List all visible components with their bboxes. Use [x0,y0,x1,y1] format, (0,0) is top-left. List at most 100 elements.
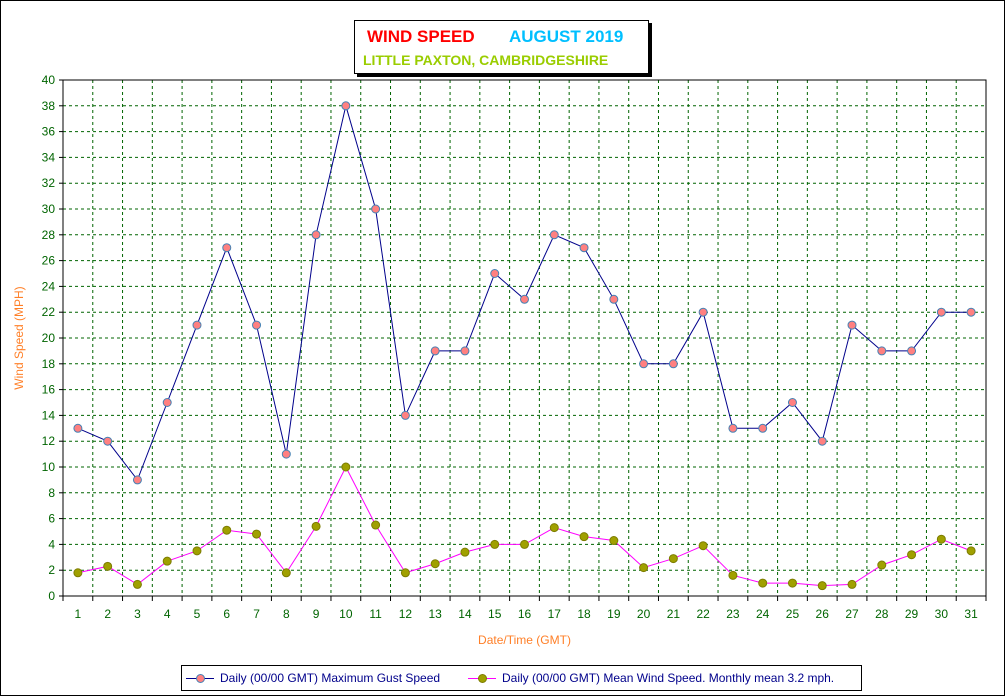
x-tick-label: 21 [667,607,681,621]
data-point-mean [222,525,232,535]
legend-swatch-gust [186,672,214,684]
data-point-gust [907,346,917,356]
data-point-gust [371,204,381,214]
data-point-mean [162,556,172,566]
x-tick-label: 15 [488,607,502,621]
x-tick-label: 11 [369,607,382,621]
data-point-gust [311,230,321,240]
y-tick-label: 24 [42,279,56,293]
data-point-gust [966,307,976,317]
data-point-mean [847,579,857,589]
x-tick-label: 4 [164,607,171,621]
data-point-mean [252,529,262,539]
y-tick-label: 28 [42,228,56,242]
data-point-gust [728,423,738,433]
plot-border [62,79,987,597]
x-tick-label: 3 [134,607,141,621]
y-tick-label: 34 [42,150,56,164]
data-point-gust [281,449,291,459]
y-tick-label: 6 [48,512,55,526]
data-point-mean [341,462,351,472]
y-tick-label: 4 [48,537,55,551]
data-point-mean [192,546,202,556]
y-tick-label: 26 [42,254,56,268]
legend-swatch-mean [468,672,496,684]
y-tick-label: 40 [42,73,56,87]
data-point-gust [847,320,857,330]
chart-title-wind-speed: WIND SPEED [367,27,475,46]
y-tick-label: 0 [48,589,55,603]
title-box: WIND SPEED AUGUST 2019 LITTLE PAXTON, CA… [354,20,649,74]
data-point-mean [936,534,946,544]
x-tick-label: 13 [428,607,442,621]
data-point-mean [817,581,827,591]
x-tick-label: 30 [935,607,949,621]
x-tick-label: 25 [786,607,800,621]
data-point-gust [400,410,410,420]
x-tick-label: 26 [816,607,830,621]
data-point-mean [490,539,500,549]
data-point-mean [668,554,678,564]
data-point-mean [579,532,589,542]
y-tick-label: 36 [42,125,56,139]
y-tick-label: 20 [42,331,56,345]
data-point-gust [222,243,232,253]
data-point-mean [311,521,321,531]
data-point-mean [877,560,887,570]
x-tick-label: 18 [577,607,591,621]
data-point-mean [103,561,113,571]
data-point-mean [430,559,440,569]
x-tick-label: 14 [458,607,472,621]
x-tick-label: 23 [726,607,740,621]
x-tick-label: 7 [253,607,260,621]
data-point-gust [192,320,202,330]
legend-item-gust: Daily (00/00 GMT) Maximum Gust Speed [186,671,440,685]
x-tick-label: 5 [194,607,201,621]
data-point-gust [252,320,262,330]
data-point-mean [728,570,738,580]
data-point-mean [281,568,291,578]
data-point-gust [520,294,529,304]
x-tick-label: 9 [313,607,320,621]
data-point-gust [639,359,649,369]
data-point-gust [817,436,827,446]
y-tick-label: 32 [42,176,56,190]
x-tick-label: 12 [399,607,413,621]
x-tick-label: 22 [696,607,710,621]
data-point-gust [698,307,708,317]
y-tick-label: 14 [42,408,56,422]
data-point-mean [520,539,529,549]
x-tick-label: 8 [283,607,290,621]
data-point-mean [907,550,917,560]
x-tick-label: 17 [548,607,562,621]
x-tick-label: 24 [756,607,770,621]
x-tick-label: 20 [637,607,651,621]
data-point-mean [639,563,649,573]
data-point-mean [966,546,976,556]
y-tick-label: 10 [42,460,56,474]
x-tick-label: 31 [964,607,978,621]
data-point-gust [430,346,440,356]
data-point-mean [549,523,559,533]
data-point-mean [609,536,619,546]
x-tick-label: 10 [339,607,353,621]
data-point-gust [103,436,113,446]
legend-label-mean: Daily (00/00 GMT) Mean Wind Speed. Month… [502,671,835,685]
legend: Daily (00/00 GMT) Maximum Gust Speed Dai… [181,665,862,691]
data-point-gust [162,398,172,407]
data-point-mean [460,547,470,557]
x-axis-label: Date/Time (GMT) [478,633,571,647]
data-point-gust [668,359,678,369]
chart-title-month: AUGUST 2019 [509,27,624,46]
x-tick-label: 6 [223,607,230,621]
data-point-gust [579,243,589,253]
data-point-gust [877,346,887,356]
data-point-gust [549,230,559,240]
y-tick-label: 16 [42,383,56,397]
data-point-mean [73,568,83,578]
chart-title-location: LITTLE PAXTON, CAMBRIDGESHIRE [363,52,609,68]
y-tick-label: 8 [48,486,55,500]
y-tick-label: 12 [42,434,56,448]
